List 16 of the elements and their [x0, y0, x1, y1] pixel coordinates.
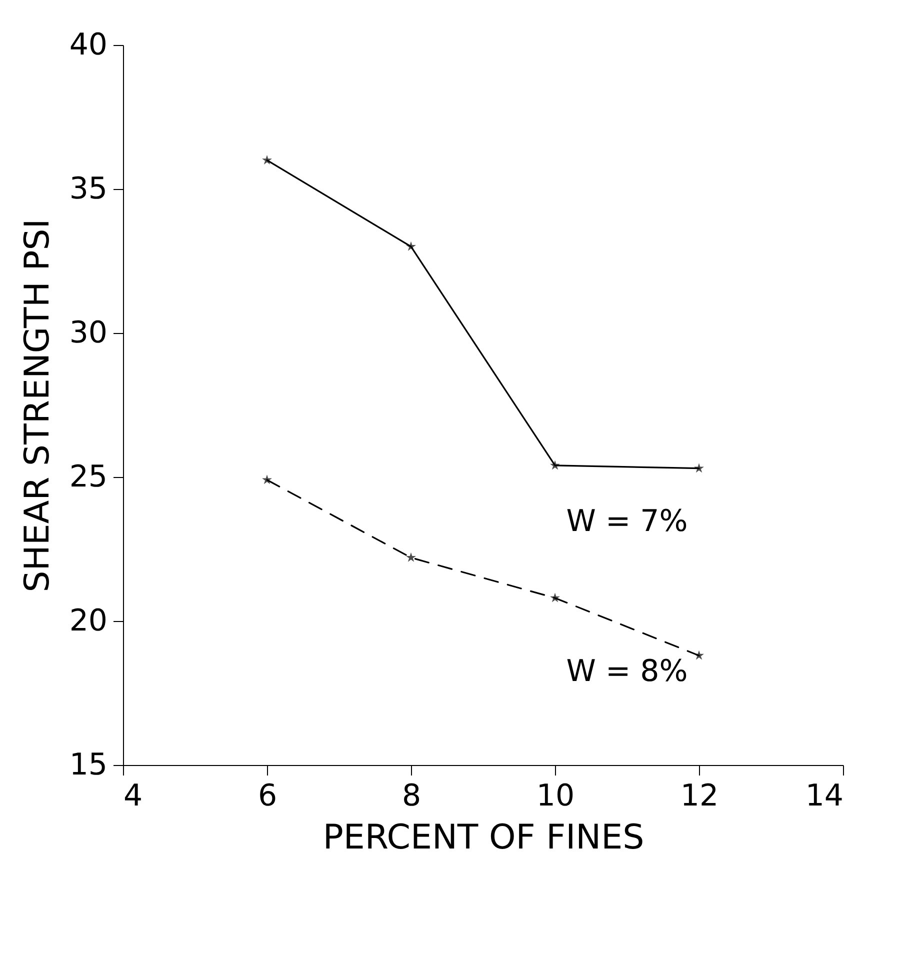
y-tick-label: 30	[69, 316, 108, 350]
y-tick-label: 35	[69, 172, 108, 206]
y-tick-label: 20	[69, 604, 108, 638]
x-tick-label: 10	[536, 778, 575, 814]
series-label: W = 7%	[566, 504, 688, 539]
y-tick-label: 15	[69, 748, 108, 782]
x-tick-label: 12	[680, 778, 719, 814]
y-tick-label: 25	[69, 460, 108, 494]
series-label: W = 8%	[566, 654, 688, 689]
x-axis-title: PERCENT OF FINES	[322, 818, 644, 858]
y-tick-label: 40	[69, 28, 108, 62]
x-tick-label: 14	[805, 778, 844, 814]
x-tick-label: 6	[258, 778, 278, 814]
x-tick-label: 8	[402, 778, 422, 814]
x-tick-label: 4	[124, 778, 143, 814]
y-axis-title: SHEAR STRENGTH PSI	[17, 218, 58, 592]
